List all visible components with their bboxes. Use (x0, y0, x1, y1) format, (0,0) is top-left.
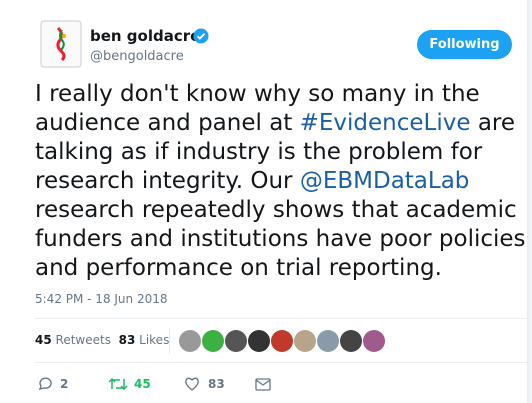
retweet-count[interactable]: 45 (35, 333, 52, 347)
text-segment: research repeatedly shows that academic (35, 197, 517, 223)
like-action-count[interactable]: 83 (208, 377, 225, 391)
tweet-line: research integrity. Our @EBMDataLab (35, 167, 526, 196)
tweet-line: I really don't know why so many in the (35, 80, 526, 109)
tweet-line: and performance on trial reporting. (35, 254, 526, 283)
like-count[interactable]: 83 (119, 333, 136, 347)
link[interactable]: #EvidenceLive (300, 110, 471, 136)
divider (35, 362, 527, 363)
stats: 45 Retweets 83 Likes (35, 333, 169, 347)
text-segment: research integrity. Our (35, 168, 300, 194)
user-name[interactable]: ben goldacre (90, 27, 200, 45)
text-segment: audience and panel at (35, 110, 300, 136)
retweet-action-count[interactable]: 45 (134, 377, 151, 391)
reply-count[interactable]: 2 (60, 377, 68, 391)
tweet-line: audience and panel at #EvidenceLive are (35, 109, 526, 138)
verified-badge (193, 28, 209, 44)
reply-icon[interactable] (37, 376, 53, 392)
text-segment: are (471, 110, 516, 136)
text-segment: I really don't know why so many in the (35, 81, 480, 107)
like-label[interactable]: Likes (139, 333, 169, 347)
text-segment: and performance on trial reporting. (35, 255, 442, 281)
user-handle[interactable]: @bengoldacre (90, 49, 184, 64)
retweet-icon[interactable] (108, 376, 128, 392)
timestamp[interactable]: 5:42 PM - 18 Jun 2018 (35, 292, 168, 306)
edge (527, 0, 532, 403)
like-icon[interactable] (183, 376, 201, 392)
divider (35, 318, 527, 319)
likers (178, 329, 418, 353)
separator (169, 328, 170, 354)
link[interactable]: @EBMDataLab (300, 168, 470, 194)
tweet-line: funders and institutions have poor polic… (35, 225, 526, 254)
tweet-line: talking as if industry is the problem fo… (35, 138, 526, 167)
text-segment: funders and institutions have poor polic… (35, 226, 526, 252)
follow-button[interactable]: Following (417, 30, 512, 59)
message-icon[interactable] (255, 378, 271, 391)
retweet-label[interactable]: Retweets (56, 333, 111, 347)
tweet-page: ben goldacre @bengoldacre Following I re… (0, 0, 532, 403)
text-segment: talking as if industry is the problem fo… (35, 139, 482, 165)
tweet-line: research repeatedly shows that academic (35, 196, 526, 225)
avatar (40, 20, 82, 68)
